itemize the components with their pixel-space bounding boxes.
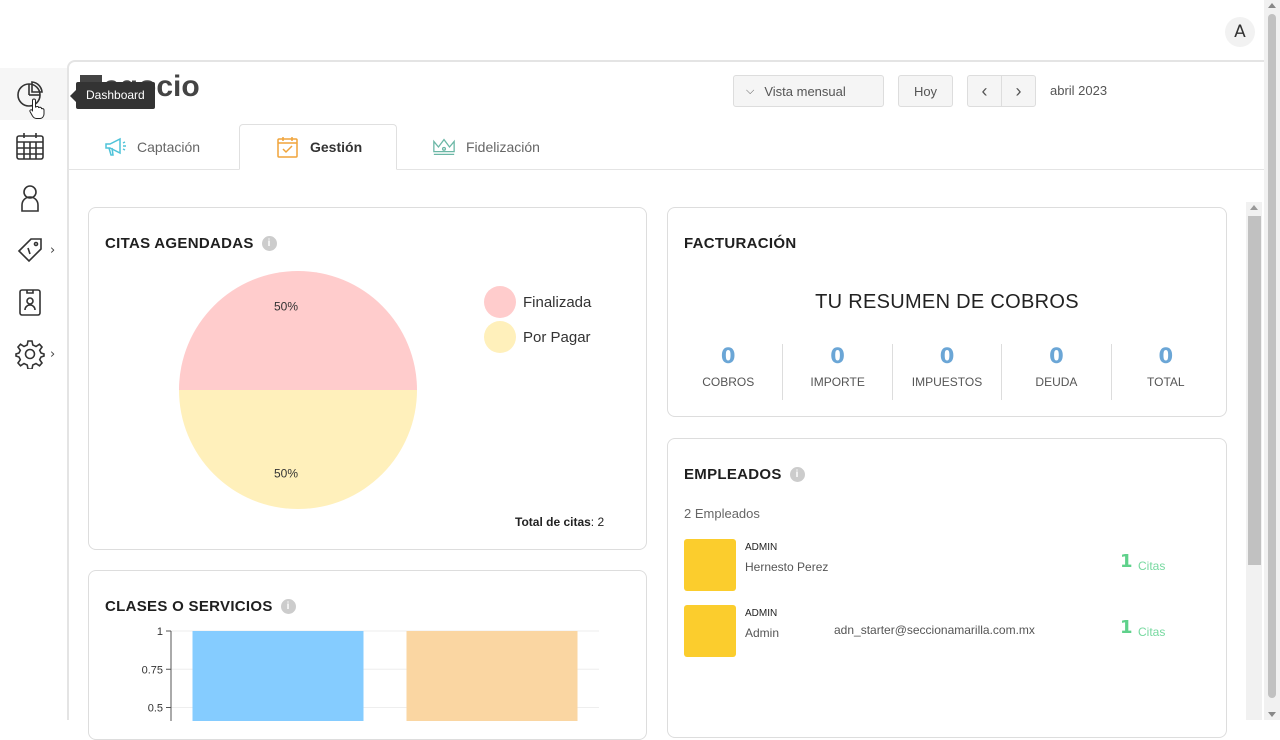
page-scrollbar[interactable] <box>1264 0 1280 720</box>
employee-appointments-count: 1 <box>1120 551 1133 572</box>
today-button[interactable]: Hoy <box>898 75 953 107</box>
prev-period-button[interactable]: ‹ <box>968 76 1002 106</box>
billing-metrics: 0 COBROS 0 IMPORTE 0 IMPUESTOS 0 DEUDA 0 TOTA… <box>674 344 1220 400</box>
info-icon[interactable]: i <box>261 236 277 251</box>
sidebar-item-clients[interactable] <box>0 172 67 224</box>
user-icon <box>21 185 39 212</box>
pie-slice[interactable] <box>179 390 417 509</box>
view-select-label: Vista mensual <box>764 83 846 99</box>
scroll-down-arrow-icon[interactable] <box>1268 712 1276 717</box>
scroll-up-arrow-icon[interactable] <box>1268 3 1276 8</box>
employee-row[interactable]: ADMIN Hernesto Perez 1 Citas <box>684 539 1214 591</box>
clases-title: CLASES O SERVICIOS i <box>105 598 296 615</box>
crown-icon <box>433 138 455 156</box>
sidebar: › › <box>0 68 67 720</box>
calendar-icon <box>16 133 44 160</box>
sidebar-item-calendar[interactable] <box>0 120 67 172</box>
employee-row[interactable]: ADMIN Admin adn_starter@seccionamarilla.… <box>684 605 1214 657</box>
employee-name: Hernesto Perez <box>745 560 829 574</box>
chevron-down-icon: ⌵ <box>746 84 755 97</box>
tabs-divider <box>69 169 1264 170</box>
pie-slice-label: 50% <box>274 300 298 314</box>
sidebar-item-settings[interactable]: › <box>0 328 67 380</box>
metric-deuda: 0 DEUDA <box>1002 344 1112 400</box>
employee-count: 2 Empleados <box>684 506 760 521</box>
chevron-right-icon: › <box>50 347 56 362</box>
pie-slice-label: 50% <box>274 466 298 480</box>
gear-icon <box>15 340 45 369</box>
tab-captacion-label: Captación <box>137 139 201 155</box>
legend-item-finalizada[interactable]: Finalizada <box>484 286 591 318</box>
clases-card: CLASES O SERVICIOS i 1 0.75 0.5 <box>88 570 647 740</box>
bar[interactable] <box>192 631 364 721</box>
resumen-cobros-title: TU RESUMEN DE COBROS <box>815 291 1079 313</box>
bar[interactable] <box>406 631 578 721</box>
legend-swatch <box>484 286 516 318</box>
tab-fidelizacion[interactable]: Fidelización <box>432 124 582 170</box>
y-tick-label: 0.75 <box>142 664 163 676</box>
employee-name: Admin <box>745 626 780 640</box>
pie-slice[interactable] <box>179 271 417 390</box>
info-icon[interactable]: i <box>280 599 296 614</box>
sidebar-item-staff[interactable] <box>0 276 67 328</box>
tab-gestion[interactable]: Gestión <box>239 124 397 170</box>
view-select[interactable]: ⌵ Vista mensual <box>733 75 884 107</box>
metric-impuestos: 0 IMPUESTOS <box>893 344 1003 400</box>
legend-label: Por Pagar <box>523 328 591 346</box>
legend-swatch <box>484 321 516 353</box>
legend-label: Finalizada <box>523 293 592 311</box>
total-citas: Total de citas: 2 <box>515 515 605 529</box>
hand-cursor-icon <box>29 98 45 119</box>
tab-captacion[interactable]: Captación <box>103 124 223 170</box>
tab-gestion-label: Gestión <box>310 139 363 155</box>
scroll-thumb[interactable] <box>1268 14 1276 698</box>
employee-avatar <box>684 539 736 591</box>
price-tag-icon <box>17 238 42 263</box>
user-avatar[interactable]: A <box>1225 17 1255 47</box>
legend-item-por-pagar[interactable]: Por Pagar <box>484 321 591 353</box>
metric-importe: 0 IMPORTE <box>783 344 893 400</box>
employee-appointments-unit: Citas <box>1138 625 1166 639</box>
metric-cobros: 0 COBROS <box>674 344 784 400</box>
pie-chart-icon <box>17 81 43 107</box>
employee-role: ADMIN <box>745 608 778 619</box>
sidebar-tooltip: Dashboard <box>70 82 155 109</box>
facturacion-card: FACTURACIÓN TU RESUMEN DE COBROS 0 COBROS… <box>667 207 1227 417</box>
content-scrollbar[interactable] <box>1246 202 1262 720</box>
period-nav: ‹ › <box>967 75 1036 107</box>
chevron-right-icon: › <box>50 243 56 258</box>
citas-card: CITAS AGENDADAS i 50% 50% Finalizada Por P… <box>88 207 647 550</box>
info-icon[interactable]: i <box>789 467 805 482</box>
employee-appointments-count: 1 <box>1120 617 1133 638</box>
empleados-card: EMPLEADOS i 2 Empleados ADMIN Hernesto Pe… <box>667 438 1227 738</box>
facturacion-title: FACTURACIÓN <box>684 235 797 252</box>
citas-title: CITAS AGENDADAS i <box>105 235 277 252</box>
y-tick-label: 0.5 <box>148 703 163 715</box>
employee-role: ADMIN <box>745 542 778 553</box>
y-tick-label: 1 <box>157 626 163 638</box>
employee-appointments-unit: Citas <box>1138 559 1166 573</box>
metric-total: 0 TOTAL <box>1147 344 1185 389</box>
employee-email: adn_starter@seccionamarilla.com.mx <box>834 623 1035 637</box>
scroll-up-arrow-icon[interactable] <box>1250 205 1258 210</box>
top-bar: A <box>0 0 1264 62</box>
scroll-thumb[interactable] <box>1248 216 1261 565</box>
employee-avatar <box>684 605 736 657</box>
megaphone-icon <box>105 137 126 156</box>
citas-pie-chart: 50% 50% <box>179 271 417 509</box>
current-period: abril 2023 <box>1050 83 1108 98</box>
next-period-button[interactable]: › <box>1015 81 1022 101</box>
empleados-title: EMPLEADOS i <box>684 466 805 483</box>
calendar-check-icon <box>277 137 298 158</box>
tab-fidelizacion-label: Fidelización <box>466 139 540 155</box>
sidebar-item-pricing[interactable]: › <box>0 224 67 276</box>
clases-bar-chart: 1 0.75 0.5 <box>142 626 599 721</box>
id-badge-icon <box>19 289 41 316</box>
